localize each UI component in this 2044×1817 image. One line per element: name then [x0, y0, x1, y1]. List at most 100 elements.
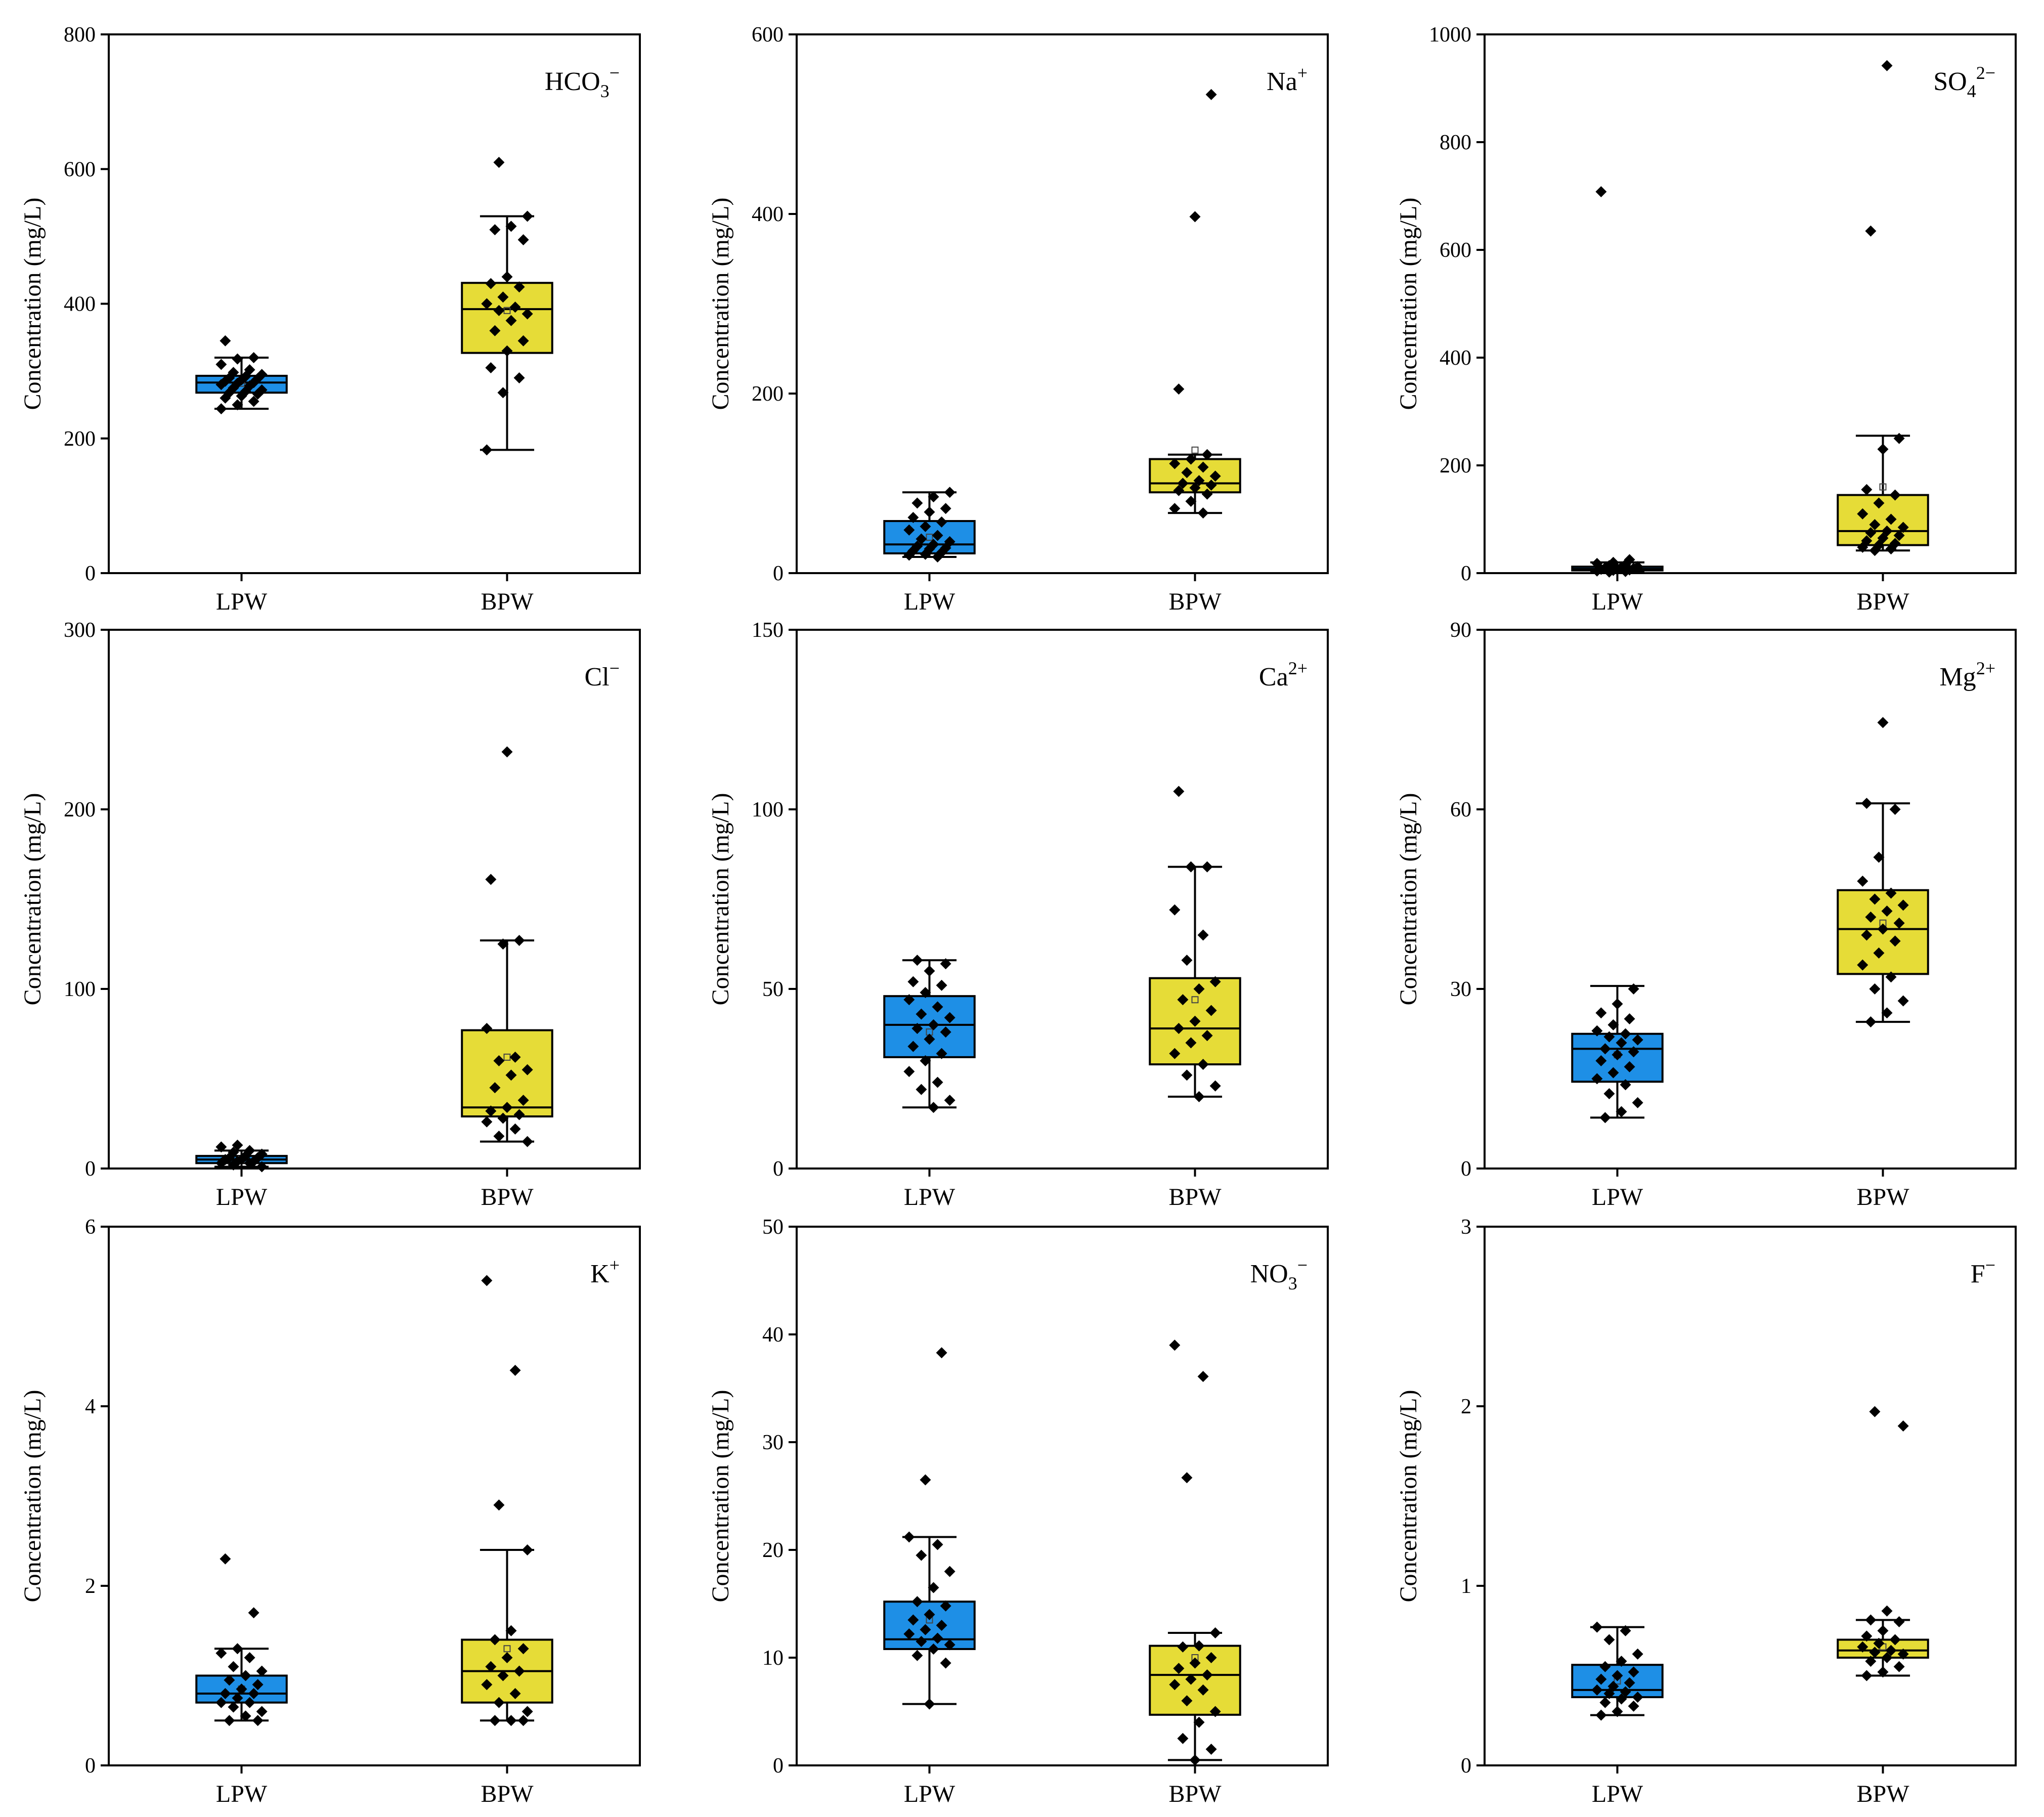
data-point — [1889, 489, 1901, 501]
data-point — [1201, 1669, 1213, 1681]
data-point — [911, 540, 923, 552]
data-point — [513, 1665, 525, 1677]
y-tick-label: 2 — [85, 1575, 96, 1598]
data-point — [1197, 929, 1209, 941]
data-point — [1877, 444, 1889, 455]
data-point — [256, 1665, 268, 1677]
data-point — [513, 935, 525, 946]
data-point — [944, 1566, 955, 1577]
data-point — [1620, 1079, 1631, 1091]
y-tick-label: 50 — [762, 978, 784, 1001]
data-point — [903, 994, 915, 1006]
data-point — [1599, 1661, 1611, 1672]
data-point — [1893, 917, 1905, 929]
data-point — [1612, 1670, 1623, 1681]
box-BPW — [1149, 977, 1241, 1066]
data-point — [936, 1620, 947, 1631]
data-point — [1881, 1605, 1893, 1617]
data-point — [513, 1109, 525, 1120]
data-point — [232, 399, 243, 411]
y-tick-label: 150 — [752, 619, 784, 642]
data-point — [228, 1147, 239, 1158]
x-category-label: BPW — [481, 588, 534, 615]
ion-label: SO42− — [1933, 63, 1995, 101]
data-point — [493, 156, 505, 168]
data-point — [1885, 887, 1897, 899]
data-point — [1889, 1634, 1901, 1646]
data-point — [944, 487, 955, 498]
data-point — [936, 516, 947, 528]
data-point — [256, 1161, 268, 1173]
y-tick-label: 200 — [64, 427, 96, 451]
data-point — [1193, 983, 1205, 994]
box-LPW — [883, 1600, 976, 1650]
data-point — [1205, 480, 1217, 491]
data-point — [248, 1607, 259, 1619]
data-point — [932, 530, 943, 541]
data-point — [1197, 1059, 1209, 1070]
data-point — [944, 1639, 955, 1651]
data-point — [1607, 1019, 1619, 1030]
data-point — [244, 1697, 255, 1708]
ion-label: Mg2+ — [1939, 658, 1995, 691]
data-point — [1169, 1048, 1181, 1059]
y-tick-label: 600 — [1440, 239, 1471, 262]
data-point — [509, 1123, 521, 1135]
data-point — [916, 1636, 927, 1648]
data-point — [1189, 1015, 1201, 1027]
y-tick-label: 50 — [762, 1216, 784, 1239]
data-point — [501, 1652, 513, 1663]
plot-frame — [1484, 629, 2017, 1170]
y-tick-label: 200 — [1440, 454, 1471, 478]
data-point — [924, 1698, 935, 1710]
data-point — [911, 1650, 923, 1661]
data-point — [505, 1625, 517, 1636]
plot-frame — [108, 1226, 641, 1766]
data-point — [1177, 1733, 1189, 1744]
data-point — [505, 315, 517, 326]
data-point — [1869, 1406, 1881, 1417]
data-point — [1185, 1673, 1197, 1685]
y-tick-label: 30 — [1450, 978, 1471, 1001]
data-point — [940, 1026, 951, 1038]
data-point — [521, 308, 533, 320]
data-point — [911, 497, 923, 509]
data-point — [1877, 717, 1889, 728]
data-point — [497, 938, 509, 950]
data-point — [1628, 1700, 1639, 1712]
data-point — [1857, 508, 1868, 520]
data-point — [1624, 554, 1635, 566]
data-point — [1897, 899, 1909, 911]
data-point — [481, 444, 493, 456]
data-point — [1189, 482, 1201, 494]
data-point — [924, 506, 935, 518]
data-point — [1869, 1647, 1881, 1658]
data-point — [232, 1139, 243, 1151]
data-point — [940, 503, 951, 514]
data-point — [485, 1105, 497, 1117]
y-axis-title: Concentration (mg/L) — [1395, 1390, 1422, 1603]
data-point — [944, 1095, 955, 1106]
data-point — [509, 301, 521, 313]
data-point — [1209, 1080, 1221, 1092]
data-point — [1591, 557, 1603, 569]
y-tick-label: 800 — [64, 23, 96, 47]
data-point — [252, 1715, 264, 1726]
data-point — [1889, 538, 1901, 549]
data-point — [944, 1012, 955, 1023]
x-category-label: LPW — [216, 1781, 268, 1807]
y-tick-label: 400 — [1440, 347, 1471, 370]
data-point — [1209, 1627, 1221, 1639]
data-point — [1181, 955, 1193, 966]
data-point — [1861, 798, 1873, 809]
data-point — [1193, 1716, 1205, 1728]
panel-9: 0 1 2 3 LPW BPW Concentration (mg/L) F− — [1395, 1216, 2017, 1807]
data-point — [521, 1136, 533, 1147]
data-point — [1632, 1034, 1643, 1046]
data-point — [1169, 458, 1181, 469]
data-point — [1897, 1420, 1909, 1432]
data-point — [1893, 1661, 1905, 1672]
data-point — [501, 345, 513, 357]
data-point — [1595, 1673, 1607, 1685]
x-category-label: LPW — [1592, 588, 1643, 615]
